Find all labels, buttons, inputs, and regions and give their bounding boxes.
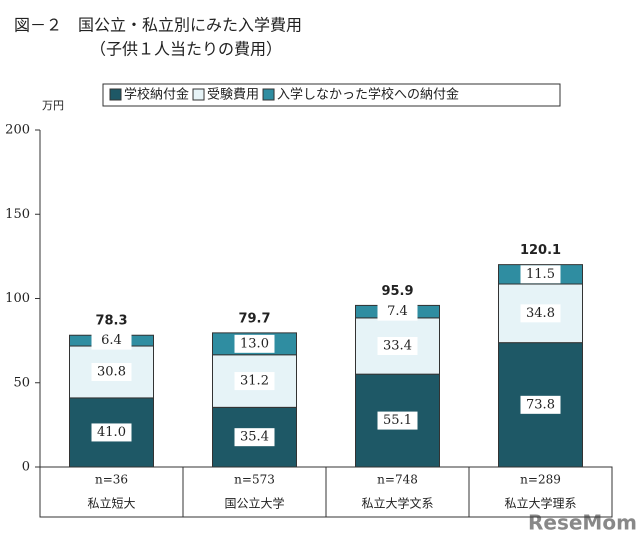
y-tick-label: 100 [5,291,30,306]
legend-swatch [109,88,122,101]
sample-size: n=36 [95,473,128,487]
y-tick-label: 50 [13,375,30,390]
sample-size: n=748 [377,473,418,487]
value-label-box [377,337,418,356]
y-axis-label: 万円 [42,99,64,112]
total-label: 120.1 [520,243,561,258]
value-label-box [234,334,275,353]
x-tick-label: 国公立大学 [224,496,284,511]
legend-swatch [192,88,205,101]
total-label: 78.3 [95,314,127,329]
legend-label: 入学しなかった学校への納付金 [277,87,459,103]
value-label-box [91,331,132,350]
value-label: 33.4 [383,339,412,354]
x-tick-label: 私立短大 [87,496,135,511]
value-label-box [520,395,561,414]
chart-subtitle: （子供１人当たりの費用） [90,40,282,59]
value-label-box [234,428,275,447]
value-label: 55.1 [383,413,412,428]
value-label-box [377,302,418,321]
value-label: 11.5 [526,267,555,282]
x-tick-label: 私立大学理系 [504,496,576,511]
value-label: 7.4 [387,304,408,319]
legend-label: 受験費用 [207,88,259,103]
legend-label: 学校納付金 [124,87,189,103]
value-label: 34.8 [526,306,555,321]
value-label: 30.8 [97,364,126,379]
value-label-box [91,423,132,442]
total-label: 79.7 [238,311,270,326]
value-label-box [91,362,132,381]
value-label-box [234,372,275,391]
y-tick-label: 0 [22,460,30,475]
value-label: 13.0 [240,336,269,351]
sample-size: n=573 [234,473,275,487]
total-label: 95.9 [381,284,413,299]
value-label: 6.4 [101,333,122,348]
y-tick-label: 200 [5,123,30,138]
value-label-box [520,265,561,284]
value-label-box [520,304,561,323]
y-tick-label: 150 [5,207,30,222]
value-label: 31.2 [240,374,269,389]
value-label: 73.8 [526,397,555,412]
x-tick-label: 私立大学文系 [361,496,433,511]
value-label: 41.0 [97,425,126,440]
sample-size: n=289 [520,473,561,487]
chart-title: 図－２ 国公立・私立別にみた入学費用 [14,16,302,35]
value-label-box [377,411,418,430]
legend-box [102,83,561,107]
legend-swatch [262,88,275,101]
watermark: ReseMom [528,511,637,535]
value-label: 35.4 [240,430,269,445]
